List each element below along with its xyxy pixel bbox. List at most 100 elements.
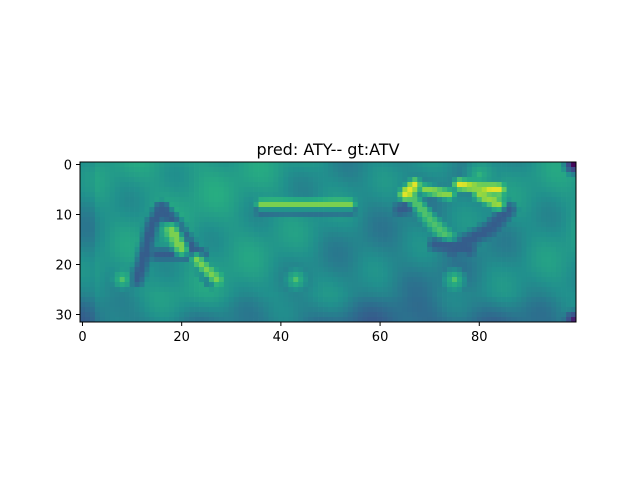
heatmap-cell bbox=[298, 177, 304, 183]
heatmap-cell bbox=[194, 162, 200, 168]
heatmap-cell bbox=[367, 312, 373, 318]
heatmap-cell bbox=[223, 242, 230, 248]
heatmap-cell bbox=[332, 162, 339, 168]
heatmap-cell bbox=[511, 187, 517, 193]
heatmap-cell bbox=[174, 162, 180, 168]
heatmap-cell bbox=[179, 222, 185, 228]
heatmap-cell bbox=[233, 252, 240, 258]
heatmap-cell bbox=[308, 232, 314, 238]
heatmap-cell bbox=[571, 192, 577, 198]
heatmap-cell bbox=[278, 287, 284, 293]
heatmap-cell bbox=[412, 232, 418, 238]
heatmap-cell bbox=[308, 272, 314, 278]
heatmap-cell bbox=[536, 307, 542, 313]
heatmap-cell bbox=[402, 252, 408, 258]
heatmap-cell bbox=[323, 272, 329, 278]
heatmap-cell bbox=[347, 197, 354, 203]
heatmap-cell bbox=[164, 272, 170, 278]
heatmap-cell bbox=[387, 302, 393, 308]
heatmap-cell bbox=[496, 312, 502, 318]
heatmap-cell bbox=[347, 222, 354, 228]
heatmap-cell bbox=[447, 247, 453, 253]
heatmap-cell bbox=[476, 227, 483, 233]
heatmap-cell bbox=[278, 307, 284, 313]
heatmap-cell bbox=[119, 177, 125, 183]
heatmap-cell bbox=[342, 162, 349, 168]
heatmap-cell bbox=[566, 162, 572, 168]
heatmap-cell bbox=[199, 312, 205, 318]
heatmap-cell bbox=[461, 272, 468, 278]
heatmap-cell bbox=[337, 282, 344, 288]
heatmap-cell bbox=[501, 172, 507, 178]
heatmap-cell bbox=[407, 177, 413, 183]
heatmap-cell bbox=[213, 262, 220, 268]
heatmap-cell bbox=[84, 272, 91, 278]
heatmap-cell bbox=[114, 277, 121, 283]
heatmap-cell bbox=[243, 307, 249, 313]
heatmap-cell bbox=[456, 307, 463, 313]
heatmap-cell bbox=[402, 307, 408, 313]
heatmap-cell bbox=[332, 217, 339, 223]
heatmap-cell bbox=[94, 212, 101, 218]
heatmap-cell bbox=[164, 267, 170, 273]
heatmap-cell bbox=[342, 197, 349, 203]
heatmap-cell bbox=[323, 167, 329, 173]
heatmap-cell bbox=[293, 302, 299, 308]
heatmap-cell bbox=[561, 182, 567, 188]
heatmap-cell bbox=[511, 302, 517, 308]
heatmap-cell bbox=[218, 262, 225, 268]
heatmap-cell bbox=[347, 182, 354, 188]
heatmap-cell bbox=[144, 177, 150, 183]
heatmap-cell bbox=[208, 277, 215, 283]
heatmap-cell bbox=[387, 267, 393, 273]
heatmap-cell bbox=[417, 197, 423, 203]
heatmap-cell bbox=[442, 227, 448, 233]
heatmap-cell bbox=[466, 202, 473, 208]
heatmap-cell bbox=[442, 172, 448, 178]
heatmap-cell bbox=[109, 187, 116, 193]
heatmap-cell bbox=[298, 207, 304, 213]
heatmap-cell bbox=[238, 312, 245, 318]
heatmap-cell bbox=[511, 237, 517, 243]
heatmap-cell bbox=[194, 237, 200, 243]
heatmap-cell bbox=[104, 247, 111, 253]
heatmap-cell bbox=[352, 182, 359, 188]
heatmap-cell bbox=[223, 312, 230, 318]
heatmap-cell bbox=[402, 197, 408, 203]
heatmap-cell bbox=[179, 317, 185, 323]
heatmap-cell bbox=[194, 207, 200, 213]
heatmap-cell bbox=[461, 202, 468, 208]
heatmap-cell bbox=[357, 187, 364, 193]
heatmap-cell bbox=[144, 162, 150, 168]
heatmap-cell bbox=[407, 262, 413, 268]
heatmap-cell bbox=[303, 227, 309, 233]
heatmap-cell bbox=[154, 302, 160, 308]
heatmap-cell bbox=[99, 222, 106, 228]
heatmap-cell bbox=[278, 272, 284, 278]
heatmap-cell bbox=[412, 282, 418, 288]
heatmap-cell bbox=[273, 247, 279, 253]
heatmap-cell bbox=[491, 262, 497, 268]
heatmap-cell bbox=[357, 277, 364, 283]
heatmap-cell bbox=[452, 262, 458, 268]
heatmap-cell bbox=[238, 262, 245, 268]
heatmap-cell bbox=[328, 177, 334, 183]
heatmap-cell bbox=[263, 297, 269, 303]
heatmap-cell bbox=[521, 162, 527, 168]
heatmap-cell bbox=[80, 212, 86, 218]
heatmap-cell bbox=[89, 257, 96, 263]
heatmap-cell bbox=[149, 212, 155, 218]
heatmap-cell bbox=[546, 277, 552, 283]
heatmap-cell bbox=[218, 297, 225, 303]
heatmap-cell bbox=[536, 257, 542, 263]
heatmap-cell bbox=[218, 277, 225, 283]
heatmap-cell bbox=[109, 172, 116, 178]
heatmap-cell bbox=[447, 242, 453, 248]
heatmap-cell bbox=[84, 302, 91, 308]
heatmap-cell bbox=[164, 297, 170, 303]
heatmap-cell bbox=[387, 292, 393, 298]
heatmap-cell bbox=[332, 192, 339, 198]
heatmap-cell bbox=[372, 232, 378, 238]
heatmap-cell bbox=[313, 267, 319, 273]
heatmap-cell bbox=[496, 182, 502, 188]
